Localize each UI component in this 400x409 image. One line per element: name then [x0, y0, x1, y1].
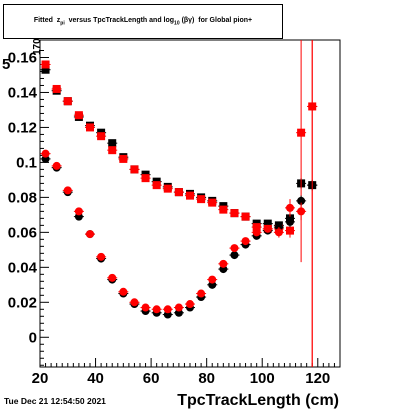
- plot-frame: [39, 39, 341, 368]
- title-var: zpi: [56, 16, 65, 27]
- chart-title: Fitted zpi versus TpcTrackLength and log…: [34, 17, 252, 26]
- footer-timestamp: Tue Dec 21 12:54:50 2021: [4, 396, 106, 406]
- title-box: Fitted zpi versus TpcTrackLength and log…: [3, 4, 283, 39]
- data-point-circle: [86, 230, 94, 239]
- y-axis-top-fragment: 170: [32, 38, 43, 55]
- data-point-circle: [108, 273, 117, 282]
- data-point-square: [97, 132, 106, 141]
- data-point-circle: [241, 237, 250, 246]
- data-point-square: [197, 195, 206, 204]
- data-point-circle: [97, 252, 106, 261]
- data-point-square: [252, 223, 261, 232]
- data-point-circle: [174, 303, 183, 312]
- data-point-square: [74, 111, 83, 120]
- data-point-circle: [297, 196, 306, 205]
- data-point-circle: [208, 275, 217, 284]
- data-point-square: [230, 209, 239, 218]
- data-point-circle: [63, 186, 72, 195]
- y-tick-label: 0: [29, 329, 37, 346]
- axis-layer: 20 40 60 80 100 120 0 0.02 0.04 0.06 0.08 0.1 0.12 0.…: [8, 49, 335, 387]
- data-point-circle: [263, 224, 272, 233]
- data-point-square: [241, 212, 250, 221]
- data-point-square: [163, 184, 172, 193]
- data-point-square: [130, 165, 139, 174]
- title-mid: versus TpcTrackLength and log: [68, 16, 175, 24]
- data-point-square: [108, 146, 117, 155]
- data-point-square: [41, 60, 50, 69]
- data-point-square: [286, 226, 294, 235]
- data-point-circle: [197, 289, 206, 298]
- data-point-circle: [286, 203, 294, 212]
- title-log-sub: 10: [174, 20, 180, 27]
- y-tick-label: 0.02: [8, 294, 37, 311]
- data-point-square: [141, 174, 150, 183]
- x-tick-label: 80: [198, 370, 215, 387]
- x-tick-label: 100: [250, 370, 275, 387]
- x-tick-label: 60: [143, 370, 160, 387]
- data-point-circle: [286, 217, 294, 226]
- data-point-circle: [163, 305, 172, 314]
- data-point-circle: [297, 207, 306, 216]
- data-point-square: [174, 188, 183, 197]
- data-point-square: [297, 128, 306, 137]
- data-point-circle: [308, 102, 317, 111]
- data-point-square: [208, 198, 217, 207]
- title-prefix: Fitted: [33, 16, 53, 24]
- y-tick-label: 0.12: [8, 119, 37, 136]
- data-point-square: [219, 205, 228, 214]
- data-point-square: [108, 139, 117, 148]
- data-point-square: [152, 181, 161, 190]
- data-point-square: [186, 191, 194, 200]
- y-tick-label: 0.06: [8, 224, 37, 241]
- data-point-square: [86, 123, 94, 132]
- title-suffix: for Global pion+: [198, 16, 253, 24]
- x-tick-label: 20: [32, 370, 49, 387]
- data-point-square: [63, 97, 72, 106]
- data-point-circle: [74, 207, 83, 216]
- data-point-circle: [230, 244, 239, 253]
- data-point-circle: [274, 228, 283, 237]
- title-log-arg: (βγ): [181, 16, 195, 24]
- y-tick-label: 0.1: [16, 154, 37, 171]
- data-layer: [40, 40, 318, 367]
- data-point-circle: [141, 303, 150, 312]
- y-tick-label: 0.16: [8, 49, 37, 66]
- data-point-circle: [41, 149, 50, 158]
- y-tick-label: 0.08: [8, 189, 37, 206]
- data-point-circle: [119, 287, 128, 296]
- data-point-circle: [130, 298, 139, 307]
- data-point-circle: [219, 259, 228, 268]
- data-point-square: [119, 154, 128, 163]
- x-tick-label: 40: [87, 370, 104, 387]
- y-axis-top-prefix: 5: [2, 56, 10, 73]
- y-tick-label: 0.04: [8, 259, 38, 276]
- x-axis-title: TpcTrackLength (cm): [177, 392, 339, 409]
- data-point-square: [52, 84, 61, 93]
- data-point-square: [263, 219, 272, 228]
- data-point-circle: [186, 300, 194, 309]
- data-point-circle: [52, 161, 61, 170]
- data-point-circle: [252, 228, 261, 237]
- data-point-square: [41, 65, 50, 74]
- data-point-circle: [152, 305, 161, 314]
- y-tick-label: 0.14: [8, 84, 38, 101]
- data-point-circle: [230, 251, 239, 260]
- x-tick-label: 120: [305, 370, 330, 387]
